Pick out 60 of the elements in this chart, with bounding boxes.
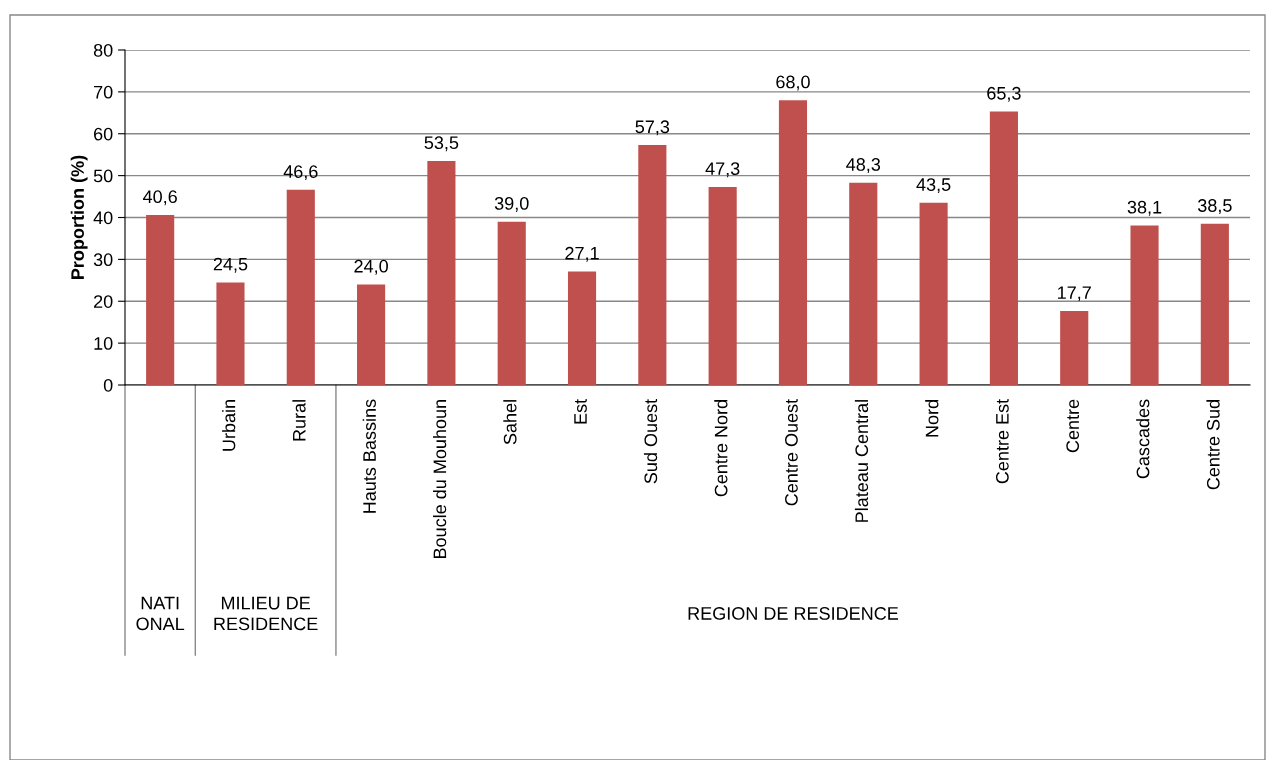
bar — [638, 145, 667, 385]
bar — [357, 284, 386, 385]
x-tick-label: Centre — [1066, 399, 1080, 453]
bar — [216, 282, 245, 385]
y-tick-label: 40 — [93, 211, 113, 225]
x-tick-label: Sud Ouest — [643, 399, 658, 484]
y-tick-label: 0 — [103, 378, 113, 392]
data-label: 17,7 — [1058, 286, 1091, 302]
bar — [567, 271, 597, 385]
bar — [497, 221, 526, 385]
bar — [286, 189, 315, 385]
text: NATI ONAL — [136, 596, 185, 631]
x-tick-label: Est — [574, 399, 587, 424]
data-label: 24,0 — [354, 259, 388, 275]
x-tick-label: Cascades — [1136, 399, 1150, 479]
y-tick-label: 80 — [93, 43, 113, 57]
data-label: 65,3 — [987, 86, 1021, 102]
bar — [1200, 223, 1229, 385]
bar — [1060, 310, 1089, 385]
y-tick-label: 60 — [94, 127, 113, 141]
y-tick-label: 50 — [93, 169, 113, 183]
x-tick-label: Centre Ouest — [785, 399, 798, 506]
bar — [778, 100, 808, 385]
data-label: 47,3 — [705, 162, 740, 178]
bar — [989, 111, 1018, 385]
data-label: 53,5 — [424, 136, 459, 152]
bar — [146, 214, 175, 385]
text: MILIEU DE RESIDENCE — [214, 596, 318, 631]
bar — [1130, 225, 1159, 385]
x-tick-label: Centre Est — [995, 399, 1009, 484]
bar — [849, 182, 878, 385]
x-tick-label: Rural — [292, 400, 306, 441]
bar — [919, 202, 948, 385]
y-tick-label: 10 — [94, 337, 113, 350]
data-label: 38,5 — [1197, 199, 1232, 215]
data-label: 24,5 — [213, 257, 248, 273]
text: REGION DE RESIDENCE — [688, 607, 899, 620]
x-tick-label: Centre Nord — [714, 400, 728, 497]
x-tick-label: Plateau Central — [854, 400, 869, 522]
data-label: 48,3 — [846, 158, 881, 173]
x-tick-label: Centre Sud — [1206, 400, 1220, 490]
data-label: 43,5 — [916, 178, 951, 194]
data-label: 38,1 — [1127, 200, 1162, 216]
data-label: 39,0 — [494, 197, 529, 212]
data-label: 68,0 — [776, 75, 810, 91]
data-label: 46,6 — [283, 165, 318, 181]
bar — [708, 186, 737, 385]
data-label: 27,1 — [565, 246, 599, 262]
x-tick-label: Urbain — [222, 400, 236, 451]
y-tick-label: 30 — [93, 253, 113, 267]
x-tick-label: Hauts Bassins — [362, 399, 376, 513]
y-tick-label: 20 — [94, 295, 113, 308]
bar — [427, 160, 456, 385]
data-label: 57,3 — [635, 120, 670, 136]
x-tick-label: Nord — [925, 400, 939, 437]
x-tick-label: Sahel — [503, 400, 517, 445]
x-tick-label: Boucle du Mouhoun — [432, 400, 447, 559]
y-axis-title: Proportion (%) — [70, 155, 88, 279]
data-label: 40,6 — [143, 190, 177, 206]
y-tick-label: 70 — [94, 85, 113, 99]
